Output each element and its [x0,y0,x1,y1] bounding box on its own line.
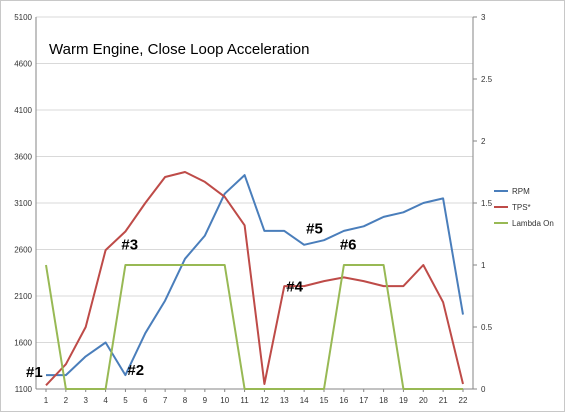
x-tick-label: 11 [240,396,249,405]
annotation-label: #2 [127,362,144,379]
x-axis-ticks: 1 2 3 4 5 6 7 8 9 10 11 12 13 14 15 16 17 18 19 20 21 22 [44,389,468,405]
left-tick-label: 2100 [14,292,32,301]
x-tick-label: 20 [419,396,428,405]
x-tick-label: 14 [300,396,309,405]
left-axis-ticks: 1100 1600 2100 2600 3100 3600 4100 4600 5100 [14,13,32,394]
x-tick-label: 3 [83,396,88,405]
left-tick-label: 1100 [15,385,33,394]
x-tick-label: 10 [220,396,229,405]
right-tick-label: 0 [481,385,486,394]
legend-label: RPM [512,187,530,196]
series-line-rpm [46,175,463,375]
legend: RPM TPS* Lambda On [494,187,554,228]
left-tick-label: 2600 [14,246,32,255]
chart-title: Warm Engine, Close Loop Acceleration [49,41,309,58]
right-tick-label: 2.5 [481,75,493,84]
x-tick-label: 8 [183,396,188,405]
right-tick-label: 1.5 [481,199,493,208]
x-tick-label: 2 [64,396,69,405]
right-tick-label: 2 [481,137,486,146]
x-tick-label: 19 [399,396,408,405]
x-tick-label: 15 [320,396,329,405]
x-tick-label: 1 [44,396,49,405]
left-tick-label: 3100 [14,199,32,208]
x-tick-label: 12 [260,396,269,405]
left-tick-label: 5100 [14,13,32,22]
left-tick-label: 3600 [14,153,32,162]
legend-label: TPS* [512,203,531,212]
x-tick-label: 21 [439,396,448,405]
x-tick-label: 6 [143,396,148,405]
annotation-label: #5 [306,221,323,238]
x-tick-label: 7 [163,396,168,405]
annotation-label: #3 [121,237,138,254]
annotation-label: #1 [26,364,43,381]
x-tick-label: 18 [379,396,388,405]
x-tick-label: 4 [103,396,108,405]
x-tick-label: 13 [280,396,289,405]
right-axis-ticks: 0 0.5 1 1.5 2 2.5 3 [473,13,493,394]
series-lines [46,172,463,389]
right-tick-label: 1 [481,261,486,270]
left-tick-label: 1600 [14,339,32,348]
annotation-label: #6 [340,237,357,254]
left-tick-label: 4100 [14,106,32,115]
right-tick-label: 0.5 [481,323,493,332]
x-tick-label: 17 [359,396,368,405]
left-tick-label: 4600 [14,60,32,69]
x-tick-label: 5 [123,396,128,405]
x-tick-label: 22 [459,396,468,405]
legend-label: Lambda On [512,219,554,228]
annotation-label: #4 [286,278,303,295]
series-line-lambda-on [46,265,463,389]
right-tick-label: 3 [481,13,486,22]
x-tick-label: 9 [203,396,208,405]
x-tick-label: 16 [339,396,348,405]
